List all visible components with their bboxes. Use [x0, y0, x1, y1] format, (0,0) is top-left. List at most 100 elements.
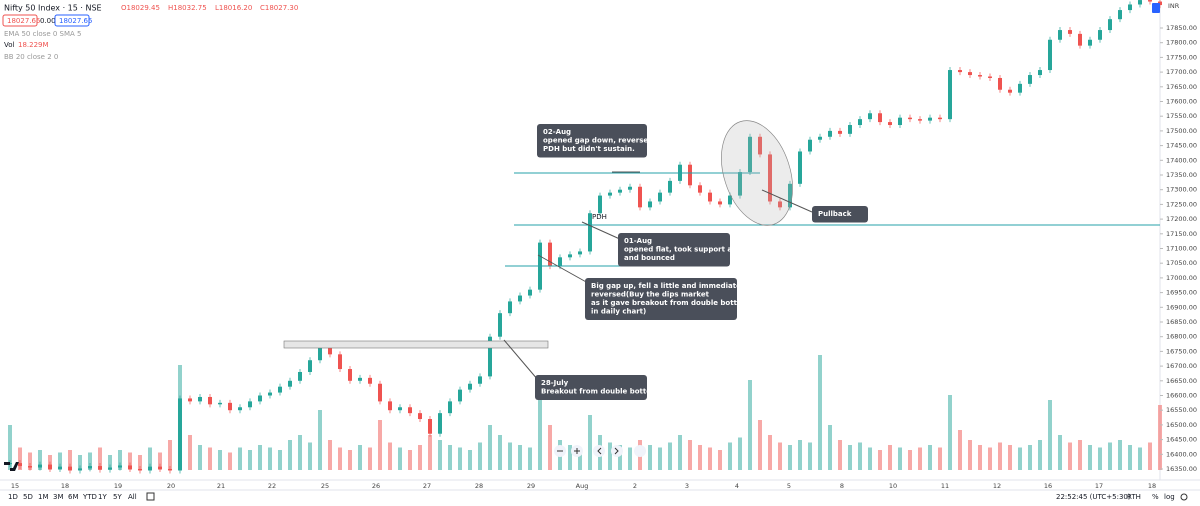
candle	[398, 407, 402, 411]
price-label: 16450.00	[1166, 436, 1197, 444]
candle	[778, 201, 782, 208]
range-button[interactable]: 5D	[23, 493, 33, 501]
note-text: 01-Aug	[624, 237, 652, 245]
volume-bar	[928, 445, 932, 470]
volume-bar	[458, 447, 462, 470]
price-label: 16850.00	[1166, 318, 1197, 326]
candle	[478, 376, 482, 384]
candle	[668, 180, 672, 193]
candle	[548, 242, 552, 267]
range-button[interactable]: All	[128, 493, 137, 501]
volume-bar	[208, 447, 212, 470]
volume-bar	[568, 445, 572, 470]
highlight-ellipse	[721, 120, 793, 226]
volume-bar	[688, 440, 692, 470]
note-text: 02-Aug	[543, 128, 571, 136]
note-text: in daily chart)	[591, 308, 646, 316]
volume-bar	[128, 452, 132, 470]
scroll-left[interactable]	[593, 445, 605, 457]
volume-bar	[748, 380, 752, 470]
arrow-line	[761, 189, 813, 213]
price-label: 17700.00	[1166, 68, 1197, 76]
date-label: 28	[475, 482, 483, 490]
date-label: 8	[840, 482, 844, 490]
note-text: as it gave breakout from double bottom	[591, 299, 749, 307]
date-label: 18	[61, 482, 69, 490]
arrow-line	[581, 221, 623, 241]
price-label: 17850.00	[1166, 24, 1197, 32]
candle	[288, 380, 292, 387]
volume-bar	[868, 447, 872, 470]
candle	[1058, 30, 1062, 40]
sell-button[interactable]	[2, 14, 38, 27]
range-button[interactable]: YTD	[82, 493, 97, 501]
price-label: 17200.00	[1166, 215, 1197, 223]
candle	[868, 113, 872, 120]
price-label: 17550.00	[1166, 112, 1197, 120]
date-label: 19	[114, 482, 122, 490]
range-button[interactable]: 3M	[53, 493, 64, 501]
date-label: 21	[217, 482, 225, 490]
settings[interactable]	[1180, 493, 1188, 501]
range-button[interactable]: 1M	[38, 493, 49, 501]
range-button[interactable]: 5Y	[113, 493, 122, 501]
volume-bar	[448, 445, 452, 470]
date-label: 10	[889, 482, 897, 490]
volume-bar	[528, 447, 532, 470]
volume-bar	[78, 455, 82, 470]
alert-icon[interactable]	[1152, 3, 1160, 13]
volume-bar	[358, 445, 362, 470]
session[interactable]: RTH	[1127, 493, 1141, 501]
clock: 22:52:45 (UTC+5:30)	[1056, 493, 1131, 501]
pdh-label: PDH	[592, 213, 607, 221]
candle	[348, 369, 352, 381]
buy-price[interactable]: 18027.65	[59, 17, 92, 25]
scroll-right[interactable]	[611, 445, 623, 457]
volume-bar	[1158, 405, 1162, 470]
candle	[558, 257, 562, 267]
percent-toggle[interactable]: %	[1152, 493, 1159, 501]
volume-bar	[848, 445, 852, 470]
volume-bar	[968, 440, 972, 470]
candle	[208, 396, 212, 405]
candle-layer	[8, 0, 1162, 474]
price-label: 17450.00	[1166, 142, 1197, 150]
range-button[interactable]: 1D	[8, 493, 18, 501]
candle	[408, 407, 412, 414]
volume-bar	[1128, 445, 1132, 470]
candle	[488, 336, 492, 377]
volume-bar	[228, 452, 232, 470]
candle	[628, 186, 632, 190]
price-label: 16650.00	[1166, 377, 1197, 385]
buy-button[interactable]	[54, 14, 90, 27]
volume-bar	[588, 415, 592, 470]
note-text: reversed(Buy the dips market	[591, 291, 710, 299]
volume-bar	[1048, 400, 1052, 470]
volume-bar	[258, 445, 262, 470]
currency[interactable]: INR	[1168, 2, 1180, 10]
date-range-icon[interactable]	[146, 492, 155, 501]
candle	[388, 401, 392, 411]
sell-price[interactable]: 18027.65	[7, 17, 40, 25]
volume-bar	[1068, 442, 1072, 470]
volume-bar	[1038, 440, 1042, 470]
volume-bar	[948, 395, 952, 470]
volume-bar	[338, 447, 342, 470]
candle	[268, 392, 272, 396]
note-box	[535, 375, 647, 400]
date-label: Aug	[576, 482, 589, 490]
reset[interactable]	[634, 445, 646, 457]
volume-bar	[488, 425, 492, 470]
range-button[interactable]: 6M	[68, 493, 79, 501]
candle	[118, 465, 122, 468]
log-toggle[interactable]: log	[1164, 493, 1175, 501]
volume-bar	[508, 442, 512, 470]
volume-bar	[678, 435, 682, 470]
volume-bar	[348, 450, 352, 470]
volume-bar	[288, 440, 292, 470]
candle	[158, 466, 162, 469]
candle	[838, 130, 842, 134]
candle	[48, 464, 52, 469]
range-button[interactable]: 1Y	[98, 493, 107, 501]
